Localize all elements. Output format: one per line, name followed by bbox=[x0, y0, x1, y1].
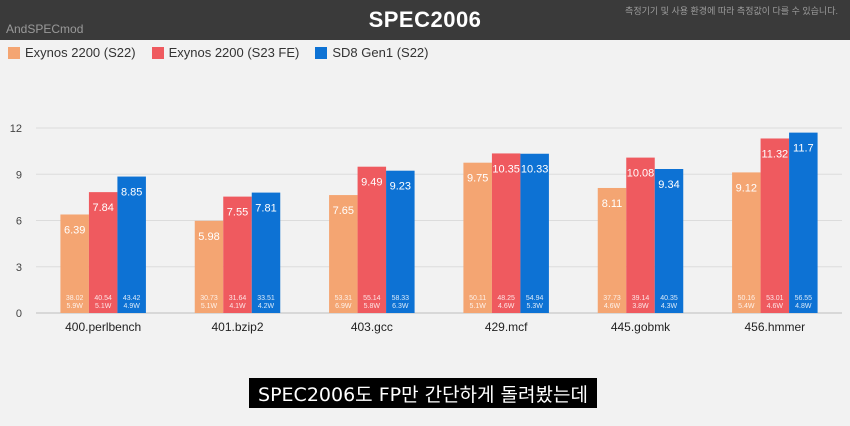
bar-value-label: 9.12 bbox=[736, 182, 757, 194]
bar-score-label: 48.25 bbox=[497, 295, 515, 302]
bar-value-label: 7.84 bbox=[92, 202, 113, 214]
x-category-label: 429.mcf bbox=[485, 320, 528, 334]
bar-power-label: 5.4W bbox=[738, 303, 755, 310]
chart-title: SPEC2006 bbox=[368, 7, 482, 32]
bar-power-label: 4.2W bbox=[258, 303, 275, 310]
x-category-label: 400.perlbench bbox=[65, 320, 141, 334]
bar-value-label: 8.85 bbox=[121, 187, 142, 199]
bar bbox=[654, 169, 684, 313]
bar-power-label: 5.3W bbox=[526, 303, 543, 310]
bar-score-label: 50.16 bbox=[738, 295, 756, 302]
bar-power-label: 3.8W bbox=[632, 303, 649, 310]
bar-value-label: 9.75 bbox=[467, 173, 488, 185]
bar-power-label: 5.1W bbox=[95, 303, 112, 310]
bar-power-label: 4.6W bbox=[767, 303, 784, 310]
bar-power-label: 5.8W bbox=[364, 303, 381, 310]
bar-power-label: 6.3W bbox=[392, 303, 409, 310]
bar-score-label: 56.55 bbox=[795, 295, 813, 302]
bar-score-label: 54.94 bbox=[526, 295, 544, 302]
bar-value-label: 6.39 bbox=[64, 224, 85, 236]
bar-power-label: 4.3W bbox=[661, 303, 678, 310]
bar bbox=[329, 195, 358, 313]
bar bbox=[386, 170, 415, 313]
bar-score-label: 53.01 bbox=[766, 295, 784, 302]
bar-value-label: 5.98 bbox=[198, 231, 219, 243]
bar-score-label: 40.54 bbox=[94, 295, 112, 302]
y-tick-label: 6 bbox=[16, 216, 22, 228]
bar-power-label: 4.6W bbox=[498, 303, 515, 310]
bar-value-label: 10.08 bbox=[627, 168, 655, 180]
watermark-text: AndSPECmod bbox=[6, 22, 84, 36]
x-category-label: 401.bzip2 bbox=[211, 320, 263, 334]
legend-swatch bbox=[151, 46, 164, 59]
y-tick-label: 0 bbox=[16, 308, 22, 320]
bar-score-label: 38.02 bbox=[66, 295, 84, 302]
legend-item-sd8gen1: SD8 Gen1 (S22) bbox=[315, 45, 428, 60]
bar-power-label: 4.6W bbox=[604, 303, 621, 310]
legend-item-exynos-s22: Exynos 2200 (S22) bbox=[8, 45, 136, 60]
bar-score-label: 50.11 bbox=[469, 295, 486, 302]
bar-score-label: 39.14 bbox=[632, 295, 650, 302]
bar bbox=[357, 166, 387, 313]
bar bbox=[117, 176, 146, 313]
disclaimer-notice: 측정기기 및 사용 환경에 따라 측정값이 다를 수 있습니다. bbox=[625, 6, 838, 16]
bar-power-label: 5.1W bbox=[201, 303, 218, 310]
title-bar: AndSPECmod SPEC2006 측정기기 및 사용 환경에 따라 측정값… bbox=[0, 0, 850, 40]
bar-value-label: 8.11 bbox=[602, 198, 623, 210]
bar bbox=[789, 132, 818, 313]
bar-power-label: 6.9W bbox=[335, 303, 352, 310]
bar bbox=[251, 192, 281, 313]
bar bbox=[597, 187, 627, 313]
x-category-label: 456.hmmer bbox=[744, 320, 805, 334]
y-tick-label: 3 bbox=[16, 262, 22, 274]
bar-value-label: 9.34 bbox=[658, 179, 679, 191]
bar bbox=[60, 214, 89, 313]
x-category-label: 445.gobmk bbox=[611, 320, 671, 334]
bar-score-label: 43.42 bbox=[123, 295, 141, 302]
bar-value-label: 10.33 bbox=[521, 164, 549, 176]
bar-power-label: 4.9W bbox=[123, 303, 140, 310]
bar-power-label: 5.9W bbox=[66, 303, 83, 310]
chart-legend: Exynos 2200 (S22) Exynos 2200 (S23 FE) S… bbox=[8, 45, 428, 60]
y-tick-label: 9 bbox=[16, 169, 22, 181]
bar-value-label: 7.55 bbox=[227, 207, 248, 219]
x-category-label: 403.gcc bbox=[351, 320, 393, 334]
legend-label: Exynos 2200 (S22) bbox=[25, 45, 136, 60]
bar-value-label: 11.32 bbox=[761, 148, 788, 160]
bar bbox=[732, 172, 761, 313]
bar-power-label: 5.1W bbox=[469, 303, 486, 310]
bar-score-label: 37.73 bbox=[603, 295, 621, 302]
legend-swatch bbox=[315, 46, 328, 59]
legend-swatch bbox=[8, 46, 20, 59]
bar-score-label: 55.14 bbox=[363, 295, 381, 302]
bar-score-label: 53.31 bbox=[335, 295, 353, 302]
bar bbox=[223, 196, 252, 313]
bar bbox=[520, 153, 549, 313]
bar-score-label: 30.73 bbox=[200, 295, 218, 302]
bar-value-label: 10.35 bbox=[492, 163, 520, 175]
video-subtitle: SPEC2006도 FP만 간단하게 돌려봤는데 bbox=[249, 378, 597, 408]
bar bbox=[463, 162, 492, 313]
bar bbox=[760, 138, 790, 313]
bar-value-label: 11.7 bbox=[793, 143, 814, 155]
bar-value-label: 9.23 bbox=[390, 181, 411, 193]
bar-score-label: 58.33 bbox=[392, 295, 410, 302]
bar bbox=[194, 220, 224, 313]
legend-item-exynos-s23fe: Exynos 2200 (S23 FE) bbox=[151, 45, 300, 60]
legend-label: SD8 Gen1 (S22) bbox=[332, 45, 429, 60]
bar-power-label: 4.1W bbox=[229, 303, 246, 310]
bar-value-label: 9.49 bbox=[361, 177, 382, 189]
bar-score-label: 40.35 bbox=[660, 295, 678, 302]
bar-power-label: 4.8W bbox=[795, 303, 812, 310]
bar-value-label: 7.65 bbox=[333, 205, 354, 217]
bar bbox=[491, 153, 521, 313]
y-tick-label: 12 bbox=[10, 123, 22, 135]
bar-value-label: 7.81 bbox=[255, 203, 276, 215]
bar bbox=[88, 192, 118, 313]
legend-label: Exynos 2200 (S23 FE) bbox=[168, 45, 300, 60]
bar bbox=[626, 157, 655, 313]
bar-score-label: 31.64 bbox=[229, 295, 247, 302]
bar-score-label: 33.51 bbox=[257, 295, 275, 302]
